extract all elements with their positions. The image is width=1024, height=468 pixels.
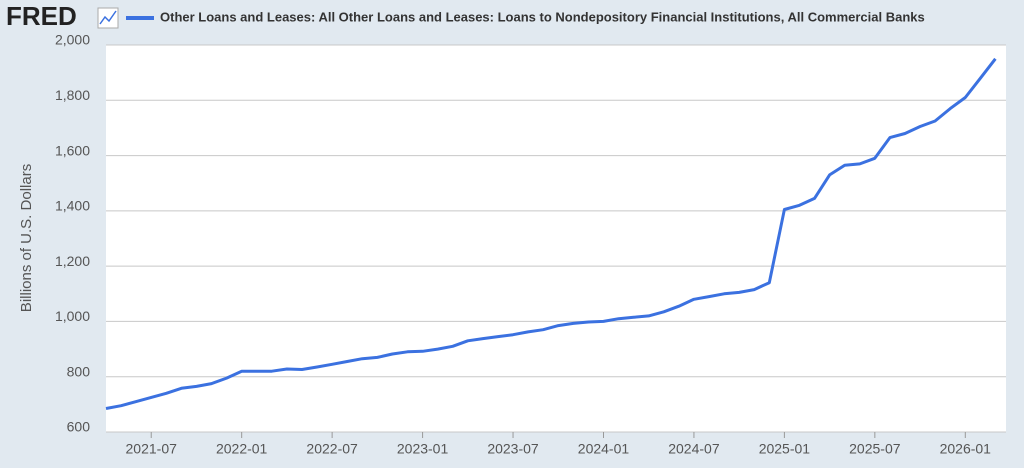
y-axis-label: Billions of U.S. Dollars [18, 164, 35, 312]
logo-icon [97, 7, 119, 29]
x-tick-label: 2025-07 [849, 441, 901, 457]
y-tick-label: 1,000 [55, 308, 90, 324]
series-line [105, 57, 997, 410]
y-tick-label: 1,200 [55, 253, 90, 269]
x-tick-label: 2026-01 [940, 441, 992, 457]
plot-area [106, 45, 1006, 432]
y-tick-label: 1,400 [55, 198, 90, 214]
x-tick-label: 2024-01 [578, 441, 630, 457]
y-tick-label: 1,800 [55, 87, 90, 103]
x-tick-label: 2025-01 [759, 441, 811, 457]
legend-label: Other Loans and Leases: All Other Loans … [160, 9, 925, 24]
logo-icon-line [99, 10, 117, 25]
y-tick-label: 600 [67, 419, 91, 435]
y-tick-label: 1,600 [55, 142, 90, 158]
x-tick-label: 2023-01 [397, 441, 449, 457]
y-tick-label: 2,000 [55, 32, 90, 48]
x-tick-label: 2023-07 [487, 441, 539, 457]
y-tick-label: 800 [67, 363, 91, 379]
x-tick-label: 2024-07 [668, 441, 720, 457]
x-tick-label: 2022-01 [216, 441, 268, 457]
x-tick-label: 2021-07 [126, 441, 178, 457]
x-tick-label: 2022-07 [306, 441, 358, 457]
logo: FRED [6, 1, 77, 31]
